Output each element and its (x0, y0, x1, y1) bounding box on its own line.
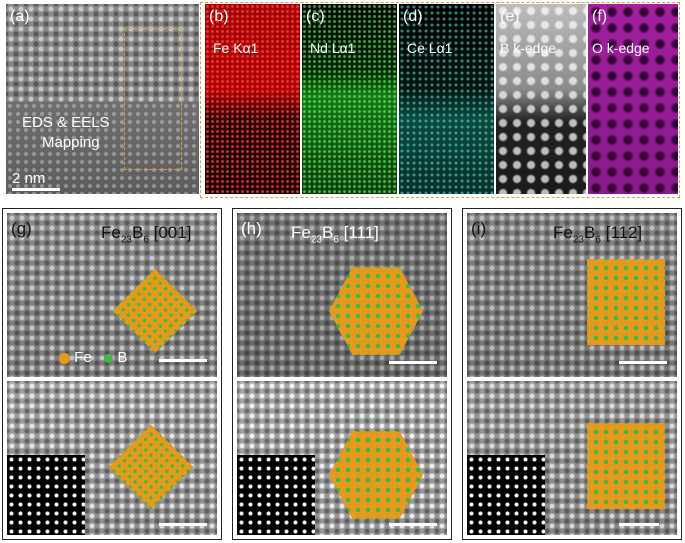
panel-g-bottom-scale-bar (159, 523, 207, 526)
maps-dashed-frame (200, 2, 680, 198)
panel-c-label: Nd Lα1 (310, 40, 356, 56)
panel-f-o-map: (f) O k-edge (588, 4, 678, 194)
legend-b-dot (104, 353, 114, 363)
panel-h-formula-fe: Fe (291, 223, 311, 242)
panel-i-formula-b: B (583, 223, 596, 242)
panel-i-formula-b-sub: 6 (595, 234, 601, 246)
panel-g-formula-fe: Fe (101, 223, 121, 242)
panel-g-frame: (g) Fe23B6 [001] Fe B (2, 208, 222, 540)
panel-i-bottom-structure (587, 423, 665, 509)
panel-b-label: Fe Kα1 (213, 40, 259, 56)
panel-d-tag: (d) (403, 8, 423, 25)
panel-i-structure-overlay (587, 259, 665, 345)
panel-i-formula-fe: Fe (553, 223, 573, 242)
panel-g-zone: [001] (153, 223, 192, 242)
panel-h-formula-fe-sub: 23 (310, 234, 322, 246)
panel-e-tag: (e) (500, 8, 520, 25)
legend: Fe B (59, 349, 127, 366)
panel-g-tag: (g) (11, 219, 32, 238)
panel-i-formula-fe-sub: 23 (572, 234, 584, 246)
panel-h-formula-b: B (321, 223, 334, 242)
panel-a-scale-bar (12, 188, 60, 191)
panel-d-label: Ce Lα1 (407, 40, 453, 56)
panel-f-label: O k-edge (592, 40, 650, 56)
panel-a-caption-line2: Mapping (42, 134, 100, 151)
mapping-region-box (124, 28, 182, 170)
panel-h-frame: (h) Fe23B6 [111] (232, 208, 452, 540)
panel-i-frame: (i) Fe23B6 [112] (462, 208, 682, 540)
panel-g-formula: Fe23B6 [001] (101, 223, 191, 245)
panel-c-tag: (c) (306, 8, 325, 25)
panel-i-bottom-scale-bar (619, 523, 659, 526)
panel-e-label: B k-edge (500, 40, 557, 56)
panel-a-tem-image: (a) EDS & EELS Mapping 2 nm (6, 4, 199, 194)
panel-g-top-scale-bar (159, 359, 207, 362)
panel-g-formula-b-sub: 6 (143, 234, 149, 246)
panel-h-tag: (h) (241, 219, 262, 238)
panel-h-top-scale-bar (389, 361, 437, 364)
panel-h-zone: [111] (343, 223, 379, 242)
panel-h-bottom-scale-bar (389, 523, 437, 526)
panel-h-fft-inset (237, 455, 315, 535)
panel-c-nd-map: (c) Nd Lα1 (302, 4, 397, 194)
panel-g-fft-inset (7, 455, 85, 535)
legend-fe-dot (59, 352, 70, 364)
panel-i-fft-inset (467, 455, 545, 535)
panel-d-ce-map: (d) Ce Lα1 (399, 4, 494, 194)
panel-g-formula-fe-sub: 23 (120, 234, 132, 246)
panel-h-formula: Fe23B6 [111] (291, 223, 379, 245)
panel-i-formula: Fe23B6 [112] (553, 223, 642, 245)
panel-b-tag: (b) (209, 8, 229, 25)
panel-g-formula-b: B (131, 223, 144, 242)
panel-a-tag: (a) (10, 8, 30, 25)
panel-i-tag: (i) (471, 219, 487, 238)
panel-a-lower-region (6, 102, 199, 194)
panel-f-tag: (f) (592, 8, 608, 25)
legend-fe-label: Fe (74, 349, 92, 366)
panel-b-fe-map: (b) Fe Kα1 (205, 4, 300, 194)
legend-b-label: B (117, 349, 128, 366)
panel-i-top-scale-bar (619, 361, 667, 364)
panel-h-formula-b-sub: 6 (333, 234, 339, 246)
panel-i-zone: [112] (605, 223, 643, 242)
panel-e-b-map: (e) B k-edge (496, 4, 586, 194)
panel-a-scale-label: 2 nm (12, 170, 46, 187)
panel-a-caption-line1: EDS & EELS (22, 114, 110, 131)
